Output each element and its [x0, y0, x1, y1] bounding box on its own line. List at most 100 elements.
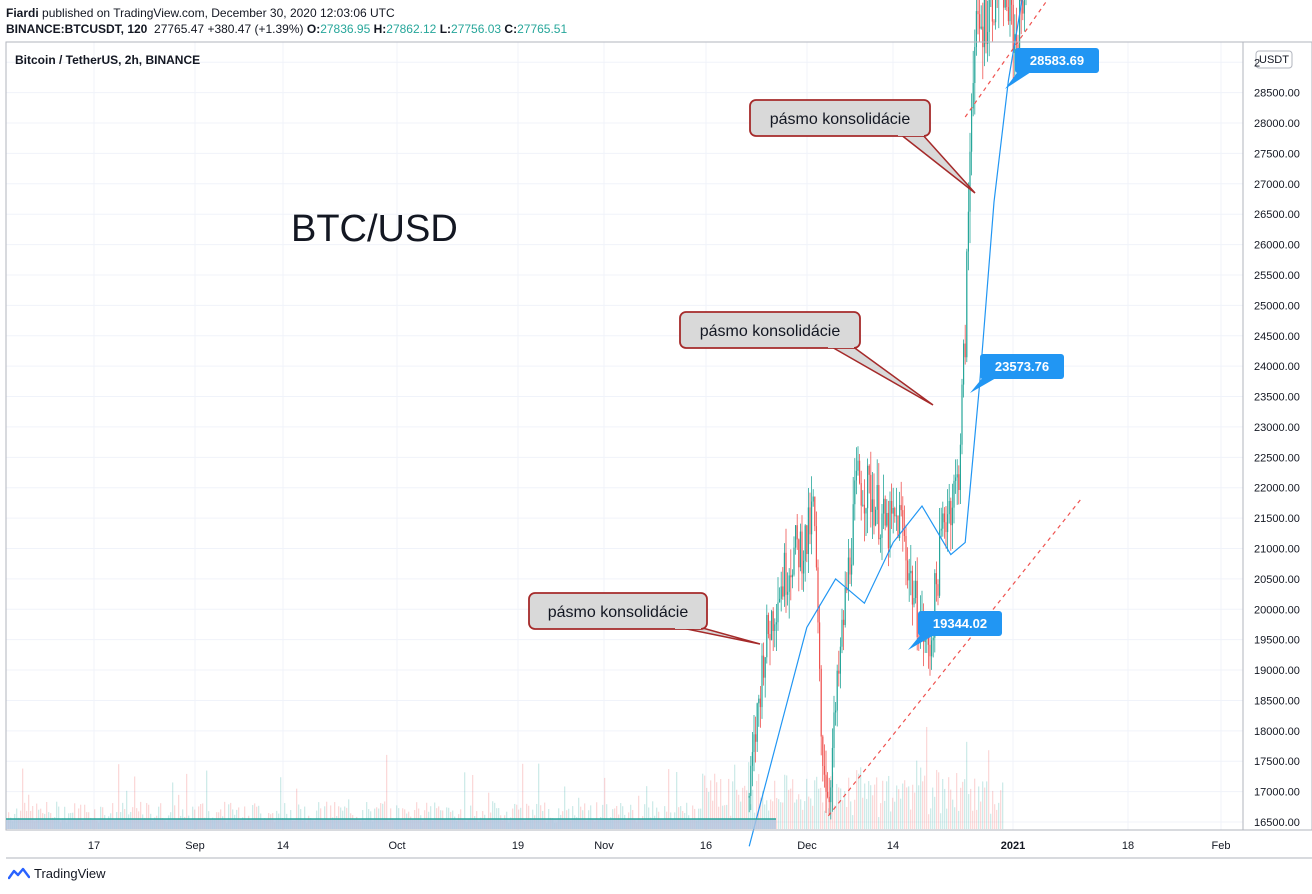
volume-bar: [852, 815, 854, 829]
volume-bar: [716, 782, 718, 829]
candle-body: [868, 465, 870, 475]
candle-body: [897, 515, 899, 538]
candle-body: [987, 31, 989, 44]
volume-bar: [338, 806, 340, 829]
volume-bar: [712, 800, 714, 829]
candle-body: [766, 614, 768, 658]
volume-bar: [430, 806, 432, 829]
volume-bar: [64, 806, 66, 829]
volume-bar: [808, 796, 810, 829]
price-axis[interactable]: 16500.00 17000.00 17500.00 18000.00 18500.00…: [1254, 57, 1300, 829]
volume-bar: [256, 806, 258, 829]
volume-bar: [960, 787, 962, 829]
candle-body: [947, 514, 949, 533]
grid: [6, 42, 1243, 830]
candle-body: [777, 602, 779, 623]
candle-body: [889, 500, 891, 549]
candle-body: [945, 522, 947, 533]
volume-bar: [934, 796, 936, 829]
candle-body: [798, 539, 800, 568]
price-labels: 28583.69 23573.76 19344.02: [908, 48, 1099, 650]
symbol-name[interactable]: BINANCE:BTCUSDT, 120: [6, 22, 148, 36]
volume-bar: [746, 790, 748, 829]
volume-bar: [540, 805, 542, 829]
volume-bar: [872, 795, 874, 829]
price-label-box: [980, 354, 1064, 379]
candle-body: [943, 513, 945, 523]
volume-bar: [172, 782, 174, 829]
volume-bar: [998, 802, 1000, 829]
volume-bar: [140, 801, 142, 829]
volume-bar: [820, 787, 822, 829]
volume-bar: [752, 789, 754, 829]
trendline: [827, 499, 1081, 817]
time-tick-label: 16: [700, 840, 712, 852]
candle-body: [1006, 0, 1008, 8]
volume-bar: [970, 788, 972, 829]
candle-body: [988, 0, 990, 32]
volume-bar: [648, 807, 650, 829]
candle-body: [819, 622, 821, 669]
volume-bar: [976, 809, 978, 829]
volume-bar: [46, 801, 48, 829]
candle-body: [767, 614, 769, 635]
volume-bar: [126, 790, 128, 829]
volume-bar: [892, 797, 894, 829]
volume-bar: [902, 783, 904, 829]
footer-brand[interactable]: TradingView: [8, 866, 106, 881]
volume-bar: [686, 802, 688, 829]
candle-body: [932, 637, 934, 641]
candle-body: [907, 560, 909, 581]
volume-bar: [24, 802, 26, 829]
time-tick-label: Dec: [797, 840, 817, 852]
price-label-text: 28583.69: [1030, 53, 1084, 68]
price-tick-label: 20000.00: [1254, 604, 1300, 616]
candle-body: [838, 670, 840, 674]
volume-bar: [812, 805, 814, 829]
volume-bar: [36, 803, 38, 829]
candle-body: [822, 736, 824, 766]
candle-body: [799, 531, 801, 568]
volume-bar: [762, 790, 764, 829]
volume-bar: [738, 794, 740, 829]
candle-body: [929, 644, 931, 657]
candle-body: [851, 564, 853, 575]
candle-body: [1003, 0, 1005, 8]
price-change: +380.47 (+1.39%): [207, 22, 304, 36]
volume-bar: [606, 804, 608, 829]
volume-bar: [622, 806, 624, 829]
price-tick-label: 24500.00: [1254, 331, 1300, 343]
candle-body: [863, 504, 865, 514]
candle-body: [790, 575, 792, 578]
volume-bar: [916, 760, 918, 829]
candle-body: [899, 505, 901, 538]
volume-bar: [146, 803, 148, 829]
candle-body: [883, 498, 885, 514]
close-value: 27765.51: [517, 22, 568, 36]
volume-bar: [894, 801, 896, 829]
time-axis[interactable]: 17 Sep 14 Oct 19 Nov 16 Dec 14 2021 18 Feb: [88, 840, 1231, 852]
price-tick-label: 18500.00: [1254, 695, 1300, 707]
volume-bar: [978, 786, 980, 829]
candle-body: [911, 570, 913, 605]
time-tick-label: Sep: [185, 840, 205, 852]
time-tick-label: Nov: [594, 840, 614, 852]
volume-bar: [720, 779, 722, 829]
candle-body: [761, 655, 763, 708]
volume-bar: [816, 776, 818, 829]
volume-bar: [714, 773, 716, 829]
candle-body: [785, 552, 787, 595]
candle-body: [884, 498, 886, 526]
volume-bar: [330, 805, 332, 829]
candle-body: [855, 470, 857, 481]
candle-body: [958, 474, 960, 491]
author-name[interactable]: Fiardi: [6, 6, 39, 20]
volume-bar: [982, 781, 984, 829]
candle-body: [860, 483, 862, 506]
volume-bar: [854, 799, 856, 829]
volume-bar: [898, 789, 900, 829]
volume-bar: [928, 814, 930, 829]
callout: pásmo konsolidácie: [749, 99, 976, 194]
volume-bar: [348, 799, 350, 829]
